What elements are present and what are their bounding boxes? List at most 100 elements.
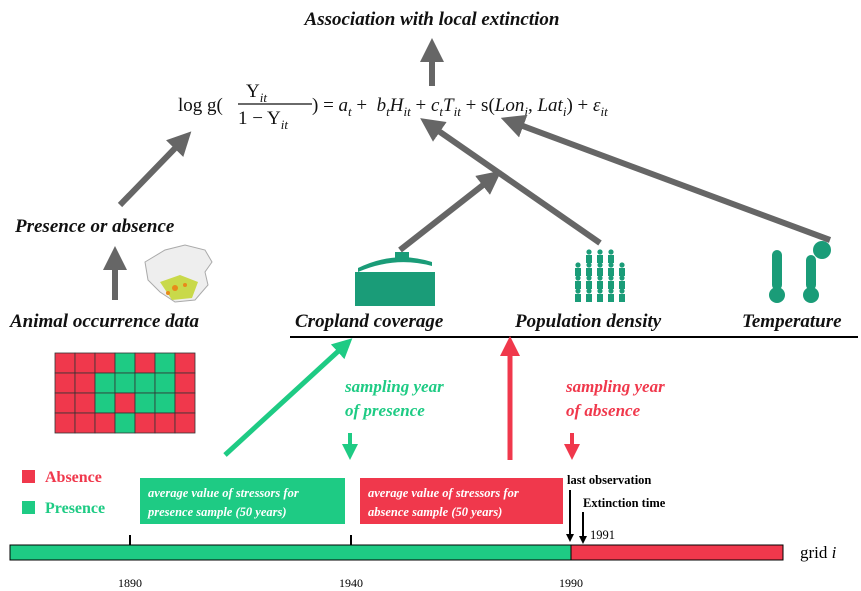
line: of absence xyxy=(566,401,641,420)
person-body xyxy=(608,294,614,302)
tick-label: 1890 xyxy=(118,576,142,590)
person-body xyxy=(586,281,592,289)
person-head xyxy=(586,249,592,255)
eq-sub: i xyxy=(563,104,567,119)
label: Presence or absence xyxy=(14,216,175,237)
eq-part: ) = xyxy=(312,95,339,116)
arrow xyxy=(117,131,192,208)
label: Temperature xyxy=(742,311,842,332)
cell xyxy=(174,352,196,374)
cell xyxy=(74,412,96,434)
person-body xyxy=(586,294,592,302)
eq-lhs: log g( xyxy=(178,95,223,116)
eq-part: 1 − Y xyxy=(238,108,281,129)
annotation: last observation xyxy=(567,473,651,487)
line: average value of stressors for xyxy=(368,486,519,500)
eq-sub: t xyxy=(386,104,390,119)
person-body xyxy=(575,268,581,276)
person-body xyxy=(597,268,603,276)
cell xyxy=(174,412,196,434)
eq-sub: it xyxy=(404,104,412,119)
person-body xyxy=(619,294,625,302)
person-head xyxy=(597,288,603,294)
person-head xyxy=(608,262,614,268)
equation: log g( Yit 1 − Yit ) = at​ + bt​Hit​ + c… xyxy=(178,81,608,132)
eq-part: Lat xyxy=(536,95,563,116)
person-head xyxy=(619,262,625,268)
person-head xyxy=(619,275,625,281)
eq-part: Lon xyxy=(494,95,525,116)
eq-sub: t xyxy=(348,104,352,119)
eq-part: b xyxy=(377,95,387,116)
eq-sub: t xyxy=(439,104,443,119)
arrow xyxy=(398,170,502,253)
cell xyxy=(74,352,96,374)
label: Cropland coverage xyxy=(295,311,444,332)
eq-part: ε xyxy=(593,95,601,116)
person-head xyxy=(586,288,592,294)
sampling-absence: sampling year of absence xyxy=(565,377,665,420)
cell xyxy=(174,392,196,414)
eq-sub: it xyxy=(454,104,462,119)
label: Population density xyxy=(514,311,662,332)
cell xyxy=(54,412,76,434)
cropland-icon xyxy=(355,252,435,306)
cell xyxy=(54,392,76,414)
cell xyxy=(154,392,176,414)
box-text: average value of stressors for absence sa… xyxy=(368,486,519,519)
text: grid xyxy=(800,543,828,562)
cell xyxy=(54,372,76,394)
cell-grid xyxy=(54,352,196,434)
cell xyxy=(154,352,176,374)
line: absence sample (50 years) xyxy=(368,505,502,519)
grid-label: grid i xyxy=(800,543,837,562)
person-body xyxy=(619,268,625,276)
person-body xyxy=(608,268,614,276)
timeline-absence xyxy=(570,544,784,561)
box-text: average value of stressors for presence s… xyxy=(147,486,299,519)
population-icon xyxy=(575,249,625,302)
person-head xyxy=(608,275,614,281)
eq-part: + xyxy=(411,95,431,116)
person-head xyxy=(608,249,614,255)
cell xyxy=(114,352,136,374)
eq-part: Y xyxy=(246,81,260,102)
temperature-icon xyxy=(769,241,831,303)
person-head xyxy=(597,249,603,255)
person-body xyxy=(619,281,625,289)
person-head xyxy=(619,288,625,294)
annotation: Extinction time xyxy=(583,496,666,510)
eq-part: T xyxy=(443,95,455,116)
eq-part: + s( xyxy=(461,95,495,116)
arrow xyxy=(500,114,832,243)
person-head xyxy=(575,262,581,268)
tick-label: 1940 xyxy=(339,576,363,590)
eq-part: c xyxy=(431,95,440,116)
cell xyxy=(74,392,96,414)
person-body xyxy=(597,255,603,263)
line: average value of stressors for xyxy=(148,486,299,500)
legend-label: Presence xyxy=(45,500,105,517)
cell xyxy=(134,352,156,374)
box xyxy=(140,478,345,524)
line: of presence xyxy=(345,401,425,420)
person-body xyxy=(575,294,581,302)
cell xyxy=(174,372,196,394)
person-body xyxy=(597,294,603,302)
tick-label: 1990 xyxy=(559,576,583,590)
person-body xyxy=(586,268,592,276)
eq-sub: it xyxy=(260,90,268,105)
cell xyxy=(114,372,136,394)
line: sampling year xyxy=(565,377,665,396)
cell xyxy=(114,412,136,434)
legend-swatch xyxy=(22,470,35,483)
annotation: 1991 xyxy=(590,528,615,542)
eq-den: 1 − Yit xyxy=(238,108,288,132)
arrow xyxy=(223,338,353,457)
cell xyxy=(134,412,156,434)
eq-num: Yit xyxy=(246,81,267,105)
cell xyxy=(154,372,176,394)
line: sampling year xyxy=(344,377,444,396)
eq-part: ) + xyxy=(566,95,593,116)
